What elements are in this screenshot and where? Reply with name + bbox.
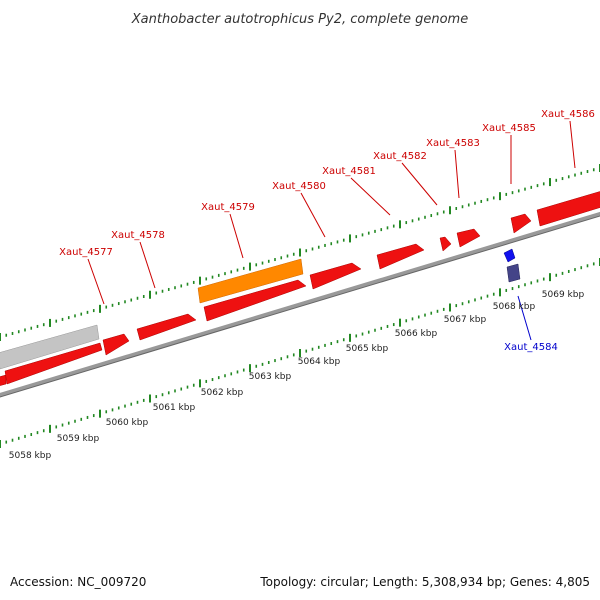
- scale-label: 5066 kbp: [395, 329, 438, 339]
- gene-label: Xaut_4578: [111, 230, 165, 241]
- gene-label: Xaut_4577: [59, 247, 113, 258]
- gene-label: Xaut_4584: [504, 342, 558, 353]
- scale-label: 5059 kbp: [57, 434, 100, 444]
- gene-block: [439, 236, 452, 252]
- gene-block: [136, 313, 197, 341]
- gene-label: Xaut_4586: [541, 109, 595, 120]
- gene-label: Xaut_4583: [426, 138, 480, 149]
- gene-label: Xaut_4581: [322, 166, 376, 177]
- gene-callouts: Xaut_4577 Xaut_4578 Xaut_4579 Xaut_4580 Xaut…: [59, 109, 595, 353]
- callout-line: [569, 120, 576, 169]
- gene-label: Xaut_4580: [272, 181, 326, 192]
- callout-line: [517, 295, 532, 341]
- scale-labels: 5058 kbp 5059 kbp 5060 kbp 5061 kbp 5062 kbp…: [9, 290, 585, 461]
- scale-label: 5062 kbp: [201, 388, 244, 398]
- callout-line: [229, 213, 244, 259]
- scale-label: 5065 kbp: [346, 344, 389, 354]
- scale-label: 5060 kbp: [106, 418, 149, 428]
- scale-label: 5068 kbp: [493, 302, 536, 312]
- scale-label: 5067 kbp: [444, 315, 487, 325]
- gene-block: [309, 262, 362, 290]
- scale-label: 5069 kbp: [542, 290, 585, 300]
- scale-label: 5061 kbp: [153, 403, 196, 413]
- callout-line: [401, 162, 438, 206]
- callout-line: [454, 149, 460, 199]
- gene-block: [456, 228, 481, 248]
- callout-line: [139, 241, 156, 289]
- inner-tick-track: [0, 258, 600, 448]
- scale-label: 5064 kbp: [298, 357, 341, 367]
- gene-block: [536, 191, 600, 227]
- gene-block: [510, 213, 532, 234]
- genome-summary: Topology: circular; Length: 5,308,934 bp…: [259, 575, 590, 589]
- accession-text: Accession: NC_009720: [10, 575, 146, 589]
- gene-label: Xaut_4582: [373, 151, 427, 162]
- outer-tick-track: [0, 164, 600, 341]
- gene-block: [506, 263, 521, 283]
- gene-block: [376, 243, 425, 270]
- scale-label: 5058 kbp: [9, 451, 52, 461]
- highlighted-gene: [197, 258, 304, 304]
- rna-gene: [0, 324, 100, 370]
- forward-genes: [0, 191, 600, 386]
- callout-line: [87, 258, 105, 305]
- scale-label: 5063 kbp: [249, 372, 292, 382]
- gene-label: Xaut_4585: [482, 123, 536, 134]
- reverse-genes: [503, 248, 521, 283]
- gene-block: [0, 374, 7, 386]
- gene-label: Xaut_4579: [201, 202, 255, 213]
- callout-line: [350, 177, 391, 216]
- callout-line: [300, 192, 326, 238]
- map-title: Xanthobacter autotrophicus Py2, complete…: [131, 12, 468, 27]
- gene-block: [102, 333, 130, 356]
- gene-block: [503, 248, 516, 263]
- gene-block: [4, 342, 103, 385]
- genome-backbone: [0, 211, 600, 398]
- gene-block: [203, 279, 307, 322]
